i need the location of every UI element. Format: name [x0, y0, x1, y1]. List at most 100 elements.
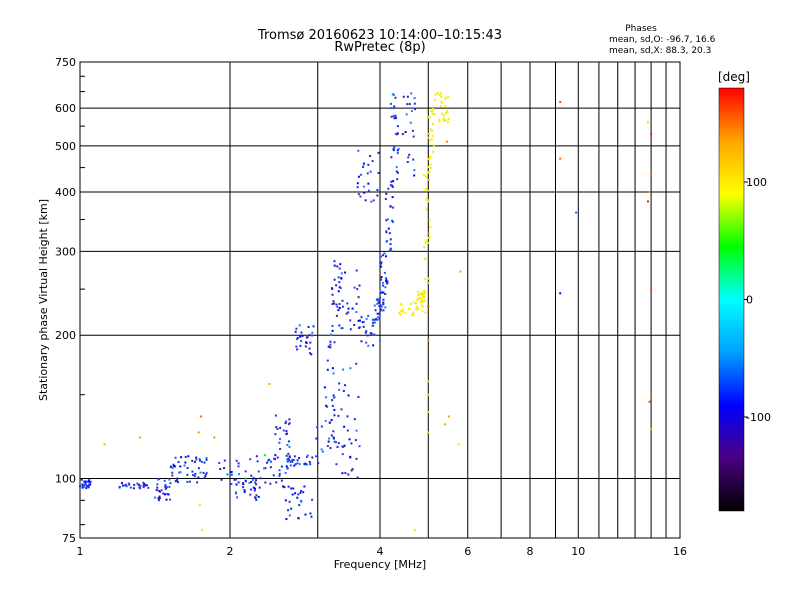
phase-stats-heading: Phases	[625, 24, 657, 34]
data-point-o	[304, 345, 307, 348]
data-point-o	[367, 163, 370, 166]
data-point-x	[436, 92, 439, 95]
data-point-isolated	[650, 396, 653, 399]
data-point-o	[382, 309, 385, 312]
data-point-o	[124, 483, 127, 486]
data-point-o	[332, 372, 335, 375]
data-point-o	[88, 483, 91, 486]
data-point-o	[380, 305, 383, 308]
data-point-o	[121, 482, 124, 485]
colorbar-tick-label: -100	[746, 411, 771, 424]
data-point-x	[444, 104, 447, 107]
data-point-o	[236, 496, 239, 499]
data-point-x	[427, 165, 430, 168]
data-point-x	[425, 187, 428, 190]
data-point-o	[155, 489, 158, 492]
data-point-o	[252, 477, 255, 480]
y-tick-label: 750	[55, 56, 76, 69]
data-point-x	[421, 300, 424, 303]
data-point-o	[244, 470, 247, 473]
data-point-o	[127, 482, 130, 485]
data-point-o	[205, 458, 208, 461]
data-point-o	[309, 352, 312, 355]
data-point-o	[220, 478, 223, 481]
data-point-o	[282, 429, 285, 432]
data-point-o	[396, 132, 399, 135]
data-point-x	[446, 120, 449, 123]
data-point-o	[269, 460, 272, 463]
data-point-o	[142, 481, 145, 484]
data-point-o	[333, 437, 336, 440]
data-point-x	[424, 311, 427, 314]
data-point-isolated	[413, 528, 416, 531]
data-point-isolated	[443, 423, 446, 426]
data-point-o	[363, 191, 366, 194]
data-point-o	[350, 442, 353, 445]
data-point-x	[408, 307, 411, 310]
data-point-o	[337, 414, 340, 417]
data-point-o	[284, 471, 287, 474]
data-point-o	[179, 471, 182, 474]
data-point-o	[373, 333, 376, 336]
data-point-o	[348, 438, 351, 441]
data-point-o	[372, 321, 375, 324]
data-point-o	[287, 423, 290, 426]
gridlines	[79, 62, 681, 538]
data-point-o	[333, 278, 336, 281]
data-point-x	[404, 311, 407, 314]
data-point-o	[253, 489, 256, 492]
data-point-o	[379, 290, 382, 293]
data-point-x	[431, 108, 434, 111]
data-point-o	[353, 286, 356, 289]
data-point-o	[360, 316, 363, 319]
data-point-o	[197, 467, 200, 470]
data-point-o	[235, 483, 238, 486]
data-point-o	[145, 484, 148, 487]
data-point-o	[84, 483, 87, 486]
data-point-o	[254, 481, 257, 484]
data-point-o	[333, 260, 336, 263]
data-point-o	[350, 469, 353, 472]
x-axis-ticks: 1 2 4 6 8 10 16	[77, 545, 688, 558]
colorbar-tick-label: 100	[746, 176, 767, 189]
data-point-o	[199, 459, 202, 462]
data-point-o	[373, 318, 376, 321]
data-point-o	[328, 437, 331, 440]
data-point-x	[416, 290, 419, 293]
data-point-o	[386, 239, 389, 242]
data-point-isolated	[646, 121, 649, 124]
data-point-o	[171, 471, 174, 474]
data-point-o	[332, 430, 335, 433]
data-point-o	[85, 480, 88, 483]
data-point-o	[396, 178, 399, 181]
data-point-o	[330, 434, 333, 437]
data-point-o	[191, 470, 194, 473]
x-tick-label: 6	[464, 545, 471, 558]
data-point-o	[392, 114, 395, 117]
data-point-o	[197, 476, 200, 479]
data-point-o	[298, 504, 301, 507]
data-point-x	[415, 308, 418, 311]
data-point-x	[427, 132, 430, 135]
data-point-x	[428, 219, 431, 222]
data-point-o	[363, 320, 366, 323]
data-point-o	[223, 459, 226, 462]
data-point-o	[367, 182, 370, 185]
data-point-o	[267, 459, 270, 462]
data-point-x	[399, 302, 402, 305]
data-point-o	[294, 492, 297, 495]
data-point-x	[428, 232, 431, 235]
data-point-o	[164, 487, 167, 490]
data-point-x	[428, 115, 431, 118]
data-point-o	[296, 336, 299, 339]
data-point-o	[397, 147, 400, 150]
data-point-o	[395, 166, 398, 169]
data-point-o	[83, 485, 86, 488]
data-point-x	[419, 293, 422, 296]
data-point-x	[413, 301, 416, 304]
data-point-o	[305, 463, 308, 466]
data-point-o	[341, 305, 344, 308]
data-point-o	[298, 324, 301, 327]
data-point-o	[366, 172, 369, 175]
data-point-isolated	[648, 400, 651, 403]
